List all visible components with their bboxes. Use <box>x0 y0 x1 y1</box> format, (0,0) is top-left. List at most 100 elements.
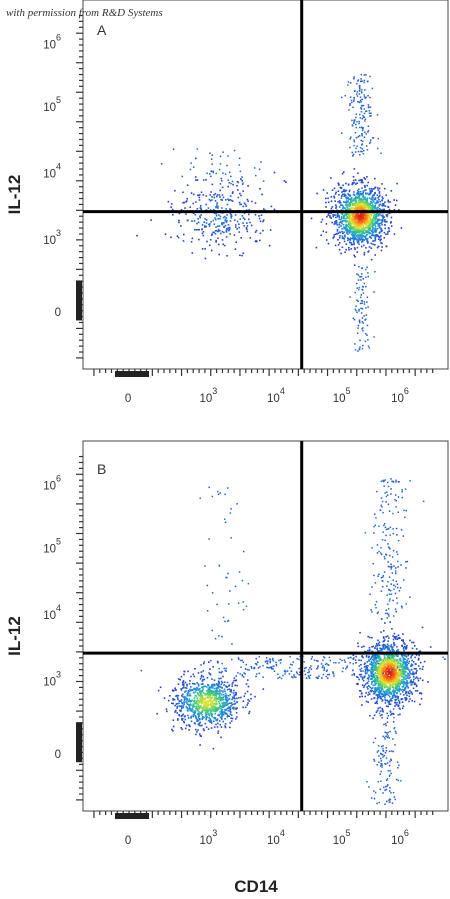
event-dot <box>369 714 371 717</box>
event-dot <box>206 693 208 696</box>
event-dot <box>390 216 393 219</box>
event-dot <box>413 700 416 703</box>
event-dot <box>392 579 394 581</box>
event-dot <box>380 230 383 233</box>
event-dot <box>364 220 367 223</box>
event-dot <box>361 193 363 195</box>
event-dot <box>344 227 347 229</box>
event-dot <box>362 327 364 329</box>
event-dot <box>262 688 265 690</box>
event-dot <box>356 228 359 231</box>
panel-label: B <box>97 461 106 477</box>
event-dot <box>342 214 345 217</box>
event-dot <box>393 565 395 567</box>
event-dot <box>220 680 223 683</box>
event-dot <box>376 662 378 664</box>
event-dot <box>240 194 242 197</box>
event-dot <box>361 300 364 302</box>
event-dot <box>249 221 251 224</box>
event-dot <box>388 692 391 695</box>
y-tick-label: 104 <box>43 162 61 181</box>
event-dot <box>254 240 257 243</box>
event-dot <box>196 707 198 709</box>
event-dot <box>387 678 390 680</box>
event-dot <box>225 695 228 697</box>
event-dot <box>395 681 397 683</box>
event-dot <box>345 248 347 251</box>
event-dot <box>248 209 251 211</box>
event-dot <box>374 205 377 208</box>
event-dot <box>359 239 362 241</box>
event-dot <box>167 699 170 702</box>
event-dot <box>381 644 384 647</box>
event-dot <box>194 710 197 712</box>
event-dot <box>365 198 367 201</box>
event-dot <box>353 318 356 321</box>
event-dot <box>407 662 410 665</box>
event-dot <box>245 683 248 685</box>
event-dot <box>366 221 369 224</box>
event-dot <box>222 698 225 701</box>
event-dot <box>235 226 237 228</box>
event-dot <box>195 201 197 203</box>
event-dot <box>371 666 374 669</box>
event-dot <box>214 709 216 711</box>
event-dot <box>400 680 403 683</box>
event-dot <box>405 648 407 650</box>
event-dot <box>356 145 358 147</box>
event-dot <box>211 694 214 696</box>
event-dot <box>361 289 364 291</box>
event-dot <box>390 698 392 700</box>
event-dot <box>391 686 394 689</box>
event-dot <box>364 198 367 200</box>
event-dot <box>373 336 375 338</box>
event-dot <box>419 677 422 680</box>
event-dot <box>375 663 378 666</box>
event-dot <box>366 199 368 201</box>
event-dot <box>203 701 205 703</box>
event-dot <box>341 96 343 99</box>
event-dot <box>236 220 239 223</box>
event-dot <box>172 698 174 700</box>
event-dot <box>228 199 230 202</box>
event-dot <box>210 707 213 709</box>
event-dot <box>349 208 352 210</box>
event-dot <box>351 203 353 205</box>
event-dot <box>225 708 228 710</box>
event-dot <box>372 243 374 246</box>
event-dot <box>258 168 261 171</box>
event-dot <box>379 671 381 674</box>
event-dot <box>355 202 358 204</box>
event-dot <box>212 710 215 712</box>
event-dot <box>182 695 184 698</box>
event-dot <box>215 693 218 696</box>
event-dot <box>192 193 195 196</box>
event-dot <box>361 179 363 181</box>
event-dot <box>180 209 183 211</box>
event-dot <box>394 636 396 638</box>
event-dot <box>387 201 390 203</box>
event-dot <box>362 292 365 294</box>
event-dot <box>381 246 383 248</box>
event-dot <box>202 717 204 719</box>
event-dot <box>353 144 355 147</box>
event-dot <box>403 670 405 673</box>
event-dot <box>214 192 217 195</box>
event-dot <box>400 662 402 665</box>
event-dot <box>395 199 398 202</box>
event-dot <box>393 674 396 677</box>
event-dot <box>397 648 399 651</box>
event-dot <box>398 687 400 689</box>
event-dot <box>349 222 351 224</box>
event-dot <box>209 238 212 241</box>
event-dot <box>181 683 184 686</box>
event-dot <box>402 669 404 672</box>
event-dot <box>391 572 394 574</box>
event-dot <box>395 703 398 706</box>
event-dot <box>197 723 200 726</box>
event-dot <box>412 687 415 690</box>
event-dot <box>199 691 201 693</box>
event-dot <box>361 201 364 203</box>
event-dot <box>222 222 224 224</box>
event-dot <box>368 659 370 661</box>
